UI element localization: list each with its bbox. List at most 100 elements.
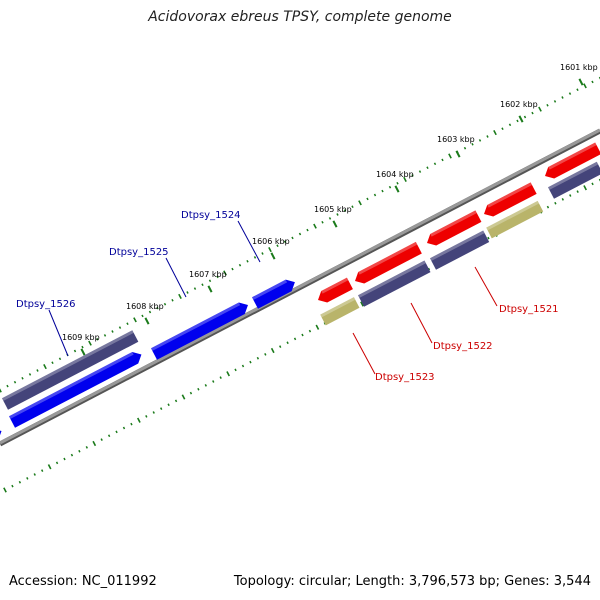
minor-tick: [291, 236, 294, 240]
minor-tick: [246, 259, 249, 263]
gene-label-g1523[interactable]: Dtpsy_1523: [375, 372, 435, 383]
tick-label: 1608 kbp: [126, 302, 164, 311]
minor-tick: [163, 302, 167, 306]
minor-tick: [441, 158, 444, 162]
cds-dtpsy-1521-a[interactable]: [318, 277, 353, 303]
major-tick: [360, 301, 364, 307]
minor-tick: [426, 166, 429, 170]
minor-tick: [568, 92, 572, 95]
gene-label-g1521[interactable]: Dtpsy_1521: [499, 304, 559, 315]
major-tick: [0, 388, 2, 393]
gene-label-g1526[interactable]: Dtpsy_1526: [16, 299, 76, 310]
minor-tick: [298, 232, 302, 236]
major-tick: [493, 130, 497, 136]
minor-tick: [63, 457, 66, 461]
scale-major-tick: [80, 348, 86, 356]
minor-tick: [107, 434, 111, 438]
minor-tick: [96, 337, 99, 341]
feature-track[interactable]: [0, 142, 600, 442]
minor-tick: [576, 88, 579, 92]
map-title: Acidovorax ebreus TPSY, complete genome: [148, 9, 452, 25]
minor-tick: [130, 422, 133, 426]
minor-tick: [234, 368, 237, 372]
minor-tick: [160, 407, 163, 410]
scale-major-tick: [270, 252, 276, 260]
rna-feature-right[interactable]: [486, 200, 544, 239]
minor-tick: [471, 142, 474, 146]
cds-dtpsy-1521-c[interactable]: [427, 210, 482, 246]
minor-tick: [301, 333, 304, 337]
minor-tick: [373, 193, 377, 197]
minor-tick: [487, 236, 490, 240]
minor-tick: [174, 399, 178, 403]
minor-tick: [6, 384, 9, 388]
cds-dtpsy-1526[interactable]: [8, 351, 142, 428]
minor-tick: [253, 256, 257, 259]
tick-label: 1601 kbp: [560, 63, 598, 72]
minor-tick: [396, 181, 399, 185]
gene-labels: Dtpsy_1526 Dtpsy_1525 Dtpsy_1524 Dtpsy_1523…: [16, 210, 559, 383]
feature-slate-left[interactable]: [1, 330, 139, 410]
minor-tick: [276, 244, 279, 248]
major-tick: [3, 487, 7, 493]
major-tick: [133, 317, 137, 323]
cds-fragment-left[interactable]: [0, 428, 2, 442]
tick-label: 1603 kbp: [437, 135, 475, 144]
minor-tick: [553, 100, 557, 103]
minor-tick: [554, 201, 557, 205]
minor-tick: [546, 205, 550, 209]
cds-dtpsy-1521-b[interactable]: [355, 241, 422, 284]
minor-tick: [306, 228, 309, 232]
cds-dtpsy-1521-d[interactable]: [484, 182, 537, 217]
cds-dtpsy-1524[interactable]: [251, 279, 295, 309]
feature-slate-mid[interactable]: [357, 260, 431, 307]
rna-dtpsy-1523[interactable]: [320, 297, 360, 326]
minor-tick: [55, 461, 59, 465]
minor-tick: [501, 127, 504, 131]
minor-tick: [486, 135, 489, 138]
minor-tick: [115, 430, 118, 434]
minor-tick: [70, 453, 74, 457]
minor-tick: [122, 426, 126, 430]
outer-tick-track: 1601 kbp 1602 kbp 1603 kbp 1604 kbp 1605 kbp…: [0, 63, 600, 393]
major-tick: [43, 364, 47, 370]
minor-tick: [11, 484, 14, 488]
minor-tick: [591, 80, 594, 84]
minor-tick: [321, 220, 324, 224]
minor-tick: [463, 146, 467, 150]
minor-tick: [388, 185, 392, 189]
minor-tick: [238, 263, 242, 267]
minor-tick: [283, 240, 287, 244]
scale-major-tick: [332, 220, 338, 228]
cds-dtpsy-1525[interactable]: [150, 302, 248, 360]
minor-tick: [286, 341, 289, 345]
tick-label: 1605 kbp: [314, 205, 352, 214]
leader-line: [474, 266, 498, 307]
minor-tick: [33, 473, 36, 476]
minor-tick: [78, 449, 81, 453]
minor-tick: [141, 314, 144, 318]
minor-tick: [508, 123, 512, 127]
minor-tick: [148, 310, 152, 314]
major-tick: [223, 270, 227, 276]
leader-line: [410, 302, 433, 344]
feature-slate-right[interactable]: [547, 161, 600, 199]
minor-tick: [208, 279, 212, 283]
gene-label-g1525[interactable]: Dtpsy_1525: [109, 247, 169, 258]
minor-tick: [167, 403, 170, 407]
scale-major-tick: [394, 185, 400, 193]
cds-dtpsy-1520[interactable]: [545, 142, 600, 179]
minor-tick: [241, 364, 245, 368]
minor-tick: [26, 477, 29, 480]
gene-label-g1522[interactable]: Dtpsy_1522: [433, 341, 493, 352]
minor-tick: [293, 337, 297, 341]
scale-major-tick: [518, 115, 524, 123]
leader-line: [352, 332, 376, 375]
feature-slate-mid-2[interactable]: [429, 230, 490, 270]
minor-tick: [152, 411, 155, 414]
gene-label-g1524[interactable]: Dtpsy_1524: [181, 210, 241, 221]
minor-tick: [249, 360, 252, 364]
tick-label: 1606 kbp: [252, 237, 290, 246]
minor-tick: [21, 376, 24, 380]
